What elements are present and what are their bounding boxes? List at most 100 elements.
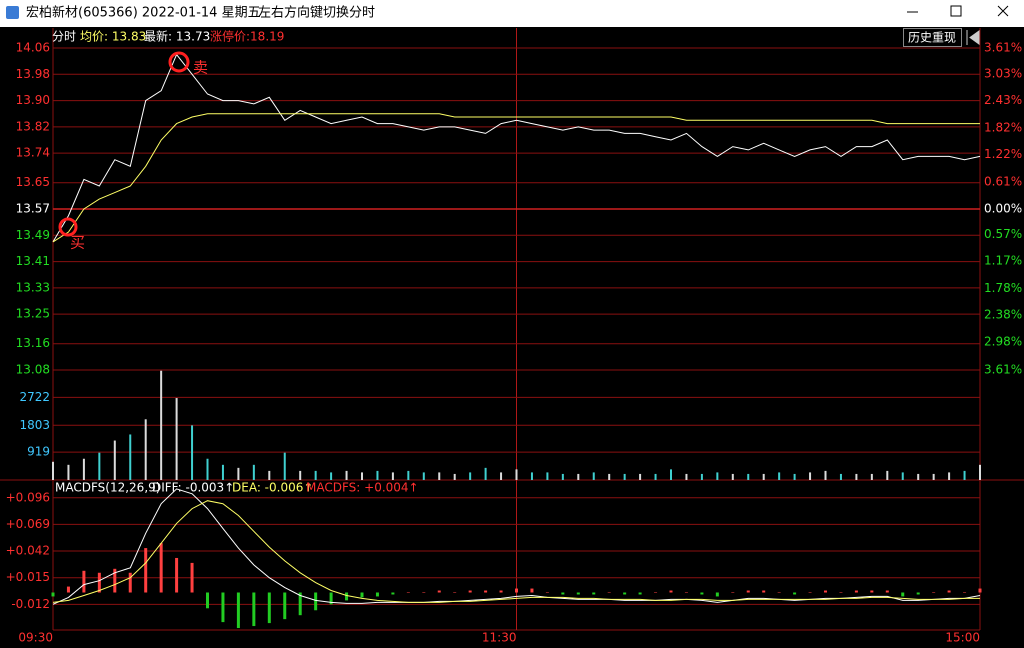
y2-tick-label: 1.17%	[984, 254, 1022, 268]
volume-bar	[932, 473, 935, 480]
macd-bar	[824, 590, 827, 593]
volume-bar	[160, 370, 163, 480]
macd-bar	[854, 590, 858, 593]
x-tick-label: 09:30	[18, 631, 53, 645]
macd-bar	[329, 592, 333, 605]
volume-bar	[886, 470, 889, 480]
volume-bar	[824, 470, 827, 480]
macd-bar	[484, 590, 488, 593]
volume-bar	[191, 425, 194, 480]
volume-bar	[376, 470, 379, 480]
x-tick-label: 15:00	[945, 631, 980, 645]
volume-bar	[314, 470, 317, 480]
volume-bar	[438, 472, 441, 480]
volume-bar	[52, 461, 54, 480]
volume-bar	[716, 472, 719, 480]
macd-bar	[963, 592, 967, 593]
history-icon[interactable]	[966, 30, 980, 45]
macd-bar	[283, 592, 287, 620]
y-tick-label: 2722	[19, 390, 50, 404]
macd-bar	[360, 592, 364, 598]
macd-bar	[236, 592, 240, 629]
volume-bar	[391, 472, 394, 480]
volume-bar	[809, 472, 812, 480]
volume-bar	[762, 473, 765, 480]
macd-bar	[885, 590, 889, 593]
volume-bar	[623, 473, 626, 480]
volume-bar	[144, 419, 147, 480]
volume-bar	[979, 464, 981, 480]
history-button[interactable]	[903, 28, 962, 47]
window-hint: 左右方向键切换分时	[258, 5, 375, 21]
volume-bar	[639, 473, 642, 480]
volume-bar	[917, 473, 920, 480]
volume-bar	[963, 470, 966, 480]
y2-tick-label: 0.61%	[984, 174, 1022, 188]
volume-bar	[407, 470, 410, 480]
macd-bar	[669, 590, 673, 593]
y2-tick-label: 3.03%	[984, 66, 1022, 80]
y2-tick-label: 3.61%	[984, 363, 1022, 377]
volume-bar	[98, 452, 101, 480]
y-tick-label: 13.33	[16, 280, 50, 294]
macd-bar	[468, 590, 472, 593]
volume-bar	[839, 473, 842, 480]
y-tick-label: 13.65	[16, 175, 50, 189]
macd-bar	[793, 592, 797, 595]
macd-bar	[654, 592, 658, 593]
y-tick-label: 13.25	[16, 307, 50, 321]
macd-bar	[391, 592, 395, 595]
macd-bar	[638, 592, 642, 595]
y2-tick-label: 1.22%	[984, 147, 1022, 161]
macd-bar	[731, 592, 735, 593]
y-tick-label: -0.012	[11, 597, 50, 611]
y2-tick-label: 3.61%	[984, 41, 1022, 55]
macd-bar	[406, 592, 410, 593]
y2-tick-label: 2.43%	[984, 93, 1022, 107]
macd-bar	[345, 592, 349, 601]
macd-bar	[159, 543, 163, 593]
volume-bar	[237, 467, 240, 480]
y-tick-label: +0.015	[6, 570, 50, 584]
macd-bar	[684, 592, 688, 593]
y-tick-label: 13.82	[16, 119, 50, 133]
volume-bar	[778, 472, 781, 480]
volume-bar	[731, 473, 734, 480]
volume-bar	[113, 440, 116, 480]
macd-bar	[499, 590, 503, 593]
volume-bar	[268, 470, 271, 480]
macd-bar	[66, 586, 70, 593]
macd-title: MACDFS(12,26,9)	[55, 481, 160, 495]
macd-bar	[623, 592, 627, 595]
maximize-button[interactable]	[950, 5, 962, 17]
buy-marker	[58, 217, 78, 237]
macd-bar	[144, 548, 148, 593]
close-button[interactable]	[997, 5, 1009, 17]
macd-bar	[221, 592, 225, 623]
macd-bar	[298, 592, 302, 616]
volume-bar	[855, 473, 858, 480]
macd-bar	[839, 592, 843, 593]
y2-tick-label: 1.82%	[984, 120, 1022, 134]
volume-bar	[685, 473, 688, 480]
macd-bar	[515, 588, 518, 593]
macd-bar	[437, 590, 441, 593]
volume-bar	[500, 472, 503, 480]
x-tick-label: 11:30	[482, 631, 517, 645]
volume-bar	[870, 473, 873, 480]
diff-line	[52, 488, 981, 605]
volume-bar	[577, 473, 580, 480]
volume-bar	[206, 458, 209, 480]
y-tick-label: 13.49	[16, 228, 50, 242]
macd-bar	[607, 592, 611, 593]
macd-bar	[252, 592, 256, 627]
app-icon	[6, 6, 19, 19]
volume-bar	[361, 472, 363, 480]
macd-bar	[746, 590, 750, 593]
window-title: 宏柏新材(605366) 2022-01-14 星期五	[26, 5, 261, 21]
legend-entry: DIFF: -0.003↑	[152, 481, 234, 495]
volume-bar	[330, 472, 333, 480]
macd-bar	[808, 592, 812, 593]
macd-bar	[453, 592, 457, 593]
